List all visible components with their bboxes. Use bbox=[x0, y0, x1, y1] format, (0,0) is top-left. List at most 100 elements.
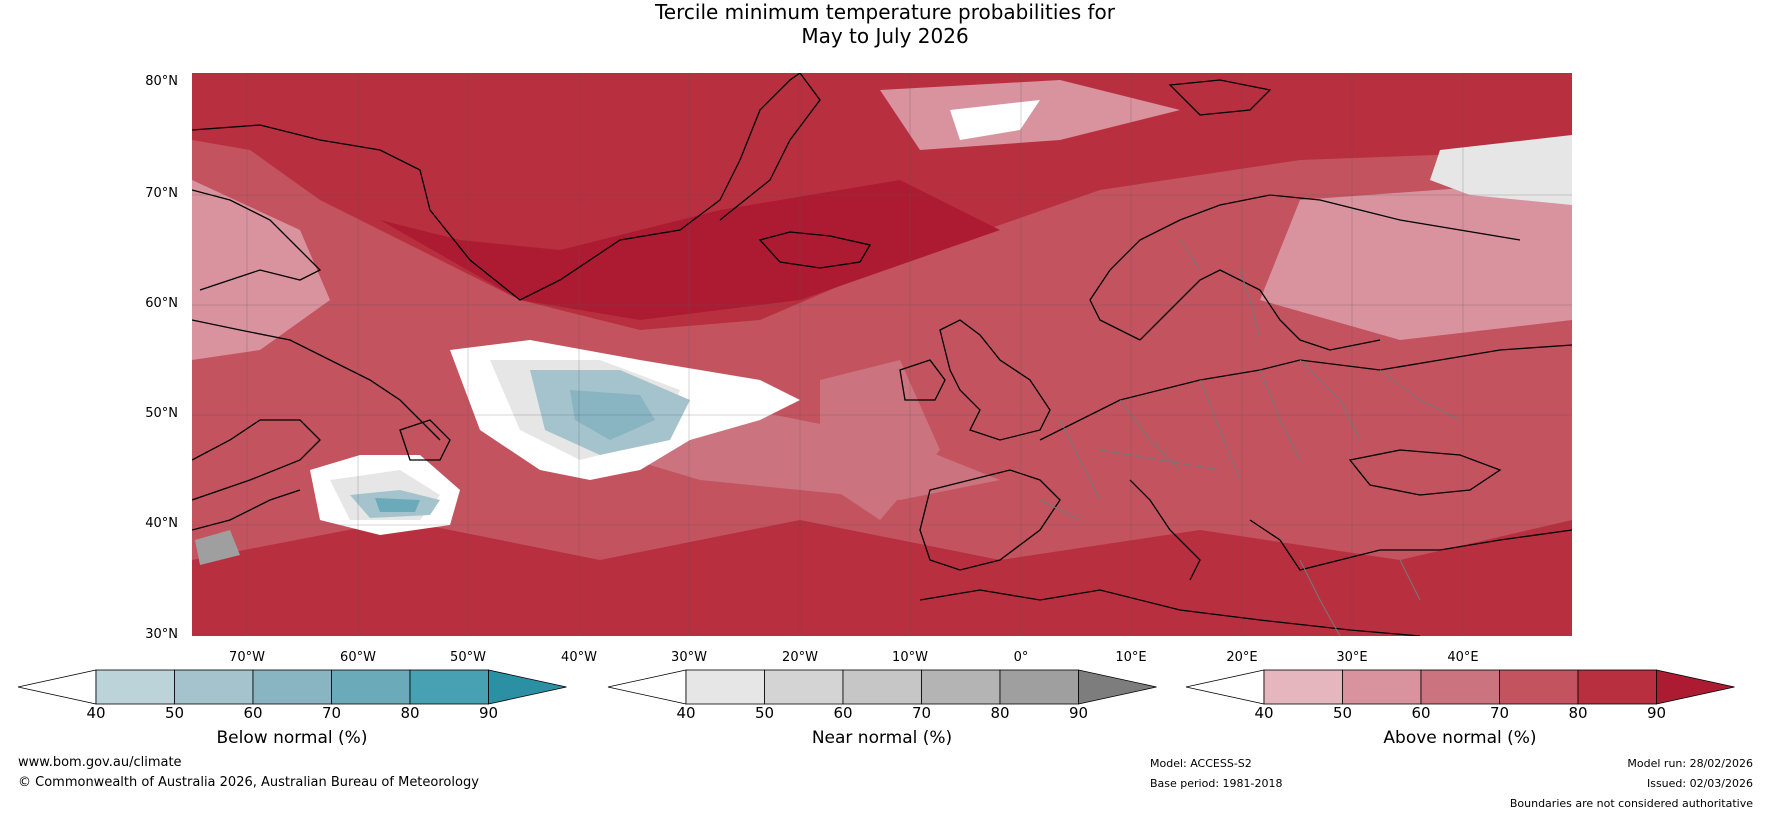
coast-scandinavia-west bbox=[1089, 299, 1141, 341]
legend-swatch bbox=[331, 669, 411, 705]
legend-tick-label: 60 bbox=[1411, 704, 1431, 722]
lat-label-30n: 30°N bbox=[145, 627, 178, 642]
coast-italy bbox=[1129, 479, 1201, 581]
legend-swatch bbox=[174, 669, 254, 705]
near-normal-patch-barents bbox=[1430, 135, 1572, 205]
legend-swatch bbox=[842, 669, 922, 705]
lat-label-60n: 60°N bbox=[145, 296, 178, 311]
legend-caption-near-normal: Near normal (%) bbox=[811, 728, 953, 748]
chart-title: Tercile minimum temperature probabilitie… bbox=[0, 0, 1770, 48]
lon-label-30w: 30°W bbox=[671, 650, 707, 665]
lat-label-70n: 70°N bbox=[145, 186, 178, 201]
legend-swatch bbox=[252, 669, 332, 705]
lat-label-80n: 80°N bbox=[145, 74, 178, 89]
legend-arrow-low bbox=[1185, 669, 1265, 705]
legend-tick-label: 40 bbox=[1254, 704, 1274, 722]
country-borders bbox=[1039, 239, 1461, 636]
legend-swatch bbox=[409, 669, 489, 705]
legend-swatch bbox=[95, 669, 175, 705]
legend-tick-label: 40 bbox=[86, 704, 106, 722]
legend-colorbars bbox=[17, 669, 1735, 705]
legend-tick-label: 80 bbox=[400, 704, 420, 722]
legend-arrow-high bbox=[1656, 669, 1735, 705]
coast-sweden-finland bbox=[1139, 269, 1381, 351]
coast-greece-turkey bbox=[1249, 519, 1572, 571]
legend-caption-above-normal: Above normal (%) bbox=[1383, 728, 1537, 748]
coast-north-africa bbox=[919, 589, 1421, 636]
legend-tick-label: 60 bbox=[243, 704, 263, 722]
field-band-greenland-sea bbox=[380, 180, 1000, 320]
title-line-1: Tercile minimum temperature probabilitie… bbox=[654, 0, 1116, 24]
coast-uk bbox=[939, 319, 1051, 441]
coast-baffin bbox=[192, 189, 322, 291]
title-line-2: May to July 2026 bbox=[801, 24, 969, 48]
legend-swatch bbox=[1342, 669, 1422, 705]
footer-copyright: © Commonwealth of Australia 2026, Austra… bbox=[18, 775, 479, 790]
legend-below-normal bbox=[17, 669, 567, 705]
forecast-map bbox=[192, 73, 1572, 636]
lat-label-40n: 40°N bbox=[145, 516, 178, 531]
coast-iberia bbox=[919, 469, 1061, 571]
coast-newfoundland bbox=[399, 419, 451, 461]
coast-svalbard bbox=[1168, 79, 1272, 116]
footer-disclaimer: Boundaries are not considered authoritat… bbox=[1509, 797, 1753, 810]
legend-tick-label: 70 bbox=[911, 704, 932, 722]
footer-issued: Issued: 02/03/2026 bbox=[1646, 777, 1753, 790]
lon-label-0: 0° bbox=[1013, 650, 1029, 665]
coast-black-sea bbox=[1348, 449, 1502, 496]
legend-caption-below-normal: Below normal (%) bbox=[216, 728, 368, 748]
below-normal-patch-newfoundland-core bbox=[375, 498, 420, 512]
footer-base-period: Base period: 1981-2018 bbox=[1150, 777, 1283, 790]
footer-website: www.bom.gov.au/climate bbox=[18, 755, 182, 770]
coast-iceland bbox=[758, 231, 872, 269]
map-field bbox=[192, 73, 1572, 636]
lon-label-20e: 20°E bbox=[1226, 650, 1258, 665]
lon-label-40e: 40°E bbox=[1447, 650, 1479, 665]
coast-ireland bbox=[899, 359, 946, 401]
legend-tick-label: 50 bbox=[164, 704, 185, 722]
lon-label-70w: 70°W bbox=[229, 650, 265, 665]
legend-tick-label: 80 bbox=[990, 704, 1010, 722]
lon-label-10e: 10°E bbox=[1115, 650, 1147, 665]
legend-near-normal bbox=[607, 669, 1157, 705]
lon-label-20w: 20°W bbox=[782, 650, 818, 665]
legend-tick-label: 90 bbox=[1646, 704, 1667, 722]
legend-tick-label: 80 bbox=[1568, 704, 1588, 722]
legend-tick-label: 90 bbox=[1068, 704, 1089, 722]
lon-label-50w: 50°W bbox=[450, 650, 486, 665]
legend-tick-label: 40 bbox=[676, 704, 696, 722]
coast-greenland bbox=[192, 73, 801, 301]
near-normal-patch-bay bbox=[195, 530, 240, 565]
coast-nova-scotia bbox=[192, 419, 321, 501]
legend-swatch bbox=[921, 669, 1001, 705]
legend-swatch bbox=[1499, 669, 1579, 705]
legend-swatch bbox=[685, 669, 765, 705]
graticule bbox=[192, 73, 1572, 636]
legend-swatch bbox=[999, 669, 1079, 705]
coast-labrador bbox=[192, 319, 441, 441]
legend-swatch bbox=[764, 669, 844, 705]
legend-above-normal bbox=[1185, 669, 1735, 705]
legend-swatch bbox=[1577, 669, 1657, 705]
legend-tick-label: 50 bbox=[1332, 704, 1353, 722]
near-normal-patch-greenland-sea bbox=[950, 100, 1040, 140]
legend-arrow-high bbox=[1078, 669, 1157, 705]
legend-tick-label: 70 bbox=[1489, 704, 1510, 722]
lon-label-10w: 10°W bbox=[892, 650, 928, 665]
legend-tick-label: 50 bbox=[754, 704, 775, 722]
lon-label-60w: 60°W bbox=[340, 650, 376, 665]
lon-label-40w: 40°W bbox=[561, 650, 597, 665]
legend-tick-label: 90 bbox=[478, 704, 499, 722]
footer-model-run: Model run: 28/02/2026 bbox=[1627, 757, 1753, 770]
legend-arrow-low bbox=[607, 669, 687, 705]
coast-greenland-east bbox=[719, 73, 821, 221]
lat-label-50n: 50°N bbox=[145, 406, 178, 421]
field-band-south bbox=[192, 520, 1572, 636]
legend-arrow-low bbox=[17, 669, 97, 705]
legend-swatch bbox=[1420, 669, 1500, 705]
legend-arrow-high bbox=[488, 669, 567, 705]
lon-label-30e: 30°E bbox=[1336, 650, 1368, 665]
footer-model: Model: ACCESS-S2 bbox=[1150, 757, 1252, 770]
field-band-west-russia bbox=[1260, 180, 1572, 340]
legend-tick-label: 60 bbox=[833, 704, 853, 722]
